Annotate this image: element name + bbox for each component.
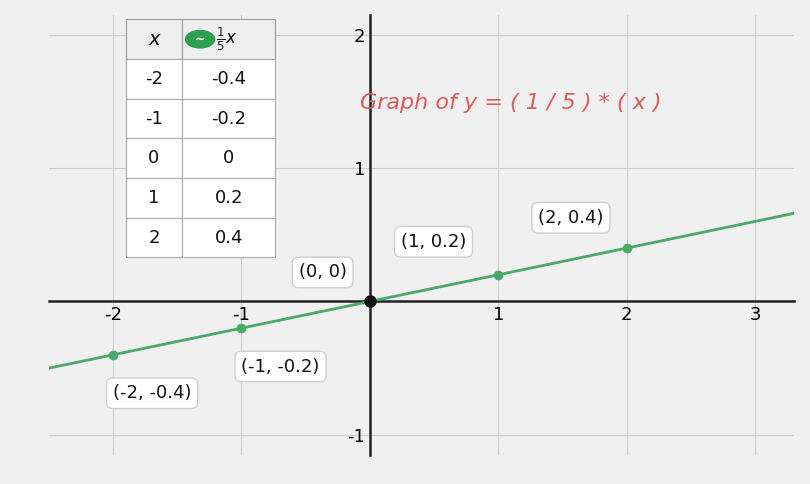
Text: (-1, -0.2): (-1, -0.2): [241, 358, 320, 376]
Text: 1: 1: [148, 189, 160, 207]
Text: x: x: [148, 30, 160, 49]
Text: 0.4: 0.4: [215, 228, 243, 247]
Text: 0.2: 0.2: [215, 189, 243, 207]
Text: 0: 0: [224, 149, 234, 167]
Text: 2: 2: [148, 228, 160, 247]
Text: (2, 0.4): (2, 0.4): [538, 209, 603, 227]
Text: -0.2: -0.2: [211, 109, 246, 128]
Text: -2: -2: [145, 70, 163, 88]
Text: (1, 0.2): (1, 0.2): [401, 233, 467, 251]
Text: -1: -1: [145, 109, 163, 128]
Text: (-2, -0.4): (-2, -0.4): [113, 384, 191, 402]
Text: 0: 0: [148, 149, 160, 167]
Text: ∼: ∼: [195, 33, 205, 45]
Text: (0, 0): (0, 0): [299, 263, 347, 282]
Text: -0.4: -0.4: [211, 70, 246, 88]
Text: $\frac{1}{5}x$: $\frac{1}{5}x$: [216, 26, 237, 53]
Text: Graph of y = ( 1 / 5 ) * ( x ): Graph of y = ( 1 / 5 ) * ( x ): [360, 92, 662, 113]
